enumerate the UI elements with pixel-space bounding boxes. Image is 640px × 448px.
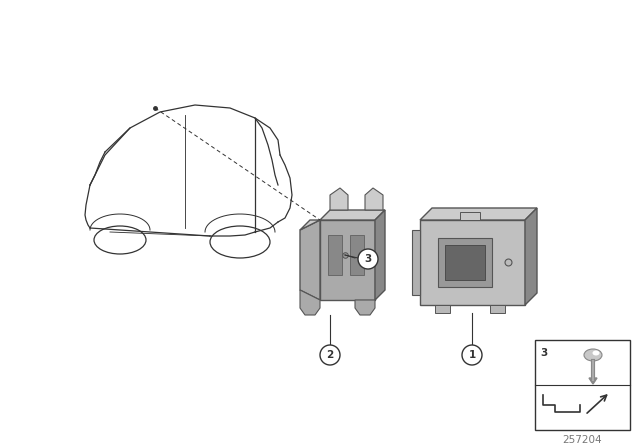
Polygon shape xyxy=(438,238,492,287)
Polygon shape xyxy=(355,300,375,315)
Polygon shape xyxy=(460,212,480,220)
Ellipse shape xyxy=(593,350,600,356)
Polygon shape xyxy=(300,220,320,230)
Polygon shape xyxy=(412,230,420,295)
Circle shape xyxy=(358,249,378,269)
Text: 3: 3 xyxy=(364,254,372,264)
Polygon shape xyxy=(420,208,537,220)
Polygon shape xyxy=(420,220,525,305)
Circle shape xyxy=(320,345,340,365)
Polygon shape xyxy=(365,188,383,210)
Polygon shape xyxy=(535,340,630,430)
Text: 1: 1 xyxy=(468,350,476,360)
Polygon shape xyxy=(445,245,485,280)
Text: 257204: 257204 xyxy=(562,435,602,445)
Polygon shape xyxy=(490,305,505,313)
Polygon shape xyxy=(330,188,348,210)
Polygon shape xyxy=(435,305,450,313)
Polygon shape xyxy=(300,290,320,315)
Polygon shape xyxy=(300,220,320,300)
Polygon shape xyxy=(350,235,364,275)
Text: 2: 2 xyxy=(326,350,333,360)
Polygon shape xyxy=(375,210,385,300)
Polygon shape xyxy=(589,378,597,384)
Circle shape xyxy=(462,345,482,365)
Ellipse shape xyxy=(584,349,602,361)
Polygon shape xyxy=(320,210,385,220)
Text: 3: 3 xyxy=(540,348,547,358)
Polygon shape xyxy=(320,220,375,300)
Polygon shape xyxy=(525,208,537,305)
Polygon shape xyxy=(328,235,342,275)
